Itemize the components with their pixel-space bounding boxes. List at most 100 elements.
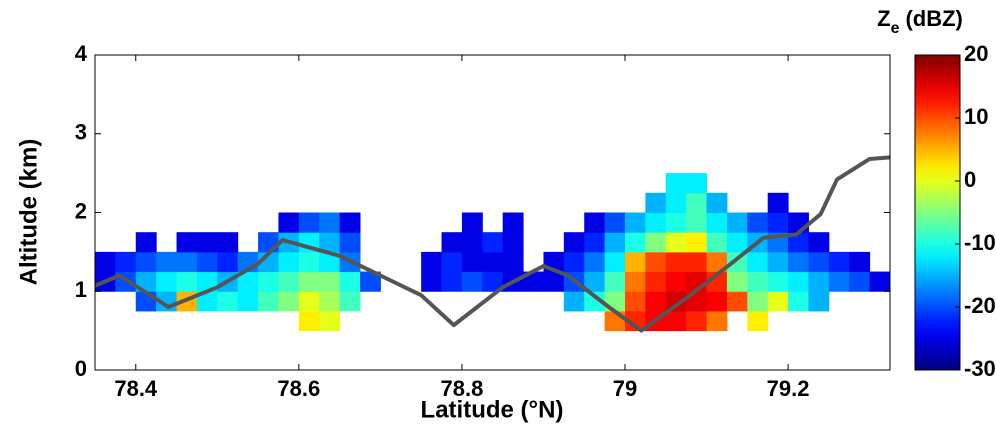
x-tick-label: 78.8 xyxy=(441,376,484,401)
heatmap-cell xyxy=(339,271,361,292)
heatmap-cell xyxy=(278,251,300,273)
colorbar-unit: (dBZ) xyxy=(905,6,962,31)
heatmap-cell xyxy=(665,291,687,312)
x-tick-label: 79 xyxy=(613,376,637,401)
heatmap-cell xyxy=(237,271,259,292)
heatmap-cell xyxy=(298,271,320,292)
heatmap-cell xyxy=(665,232,687,253)
heatmap-cell xyxy=(849,271,871,292)
heatmap-cell xyxy=(706,192,728,213)
colorbar-label-sub: e xyxy=(891,20,900,37)
heatmap-cell xyxy=(584,291,606,312)
heatmap-cell xyxy=(665,251,687,273)
heatmap-cell xyxy=(706,291,728,312)
heatmap-cell xyxy=(808,291,830,312)
heatmap-cell xyxy=(747,251,769,273)
heatmap-cell xyxy=(461,271,483,292)
heatmap-cell xyxy=(543,271,565,292)
heatmap-cell xyxy=(502,232,524,253)
heatmap-cell xyxy=(665,192,687,213)
y-tick-label: 2 xyxy=(75,198,87,223)
heatmap-cell xyxy=(95,251,116,273)
x-tick-label: 78.6 xyxy=(277,376,320,401)
heatmap-cell xyxy=(563,232,585,253)
heatmap-cell xyxy=(788,251,809,273)
heatmap-cell xyxy=(665,212,687,233)
heatmap-cell xyxy=(258,232,279,253)
heatmap-cell xyxy=(706,251,728,273)
colorbar-label-main: Z xyxy=(877,6,890,31)
y-tick-label: 3 xyxy=(75,120,87,145)
heatmap-cell xyxy=(339,212,361,233)
heatmap-cell xyxy=(584,212,606,233)
heatmap-cell xyxy=(686,212,708,233)
heatmap-cell xyxy=(788,291,809,312)
heatmap-cell xyxy=(706,212,728,233)
heatmap-cell xyxy=(278,271,300,292)
heatmap-cell xyxy=(788,212,809,233)
heatmap-cell xyxy=(482,271,504,292)
heatmap-cell xyxy=(726,212,748,233)
heatmap-cell xyxy=(441,232,463,253)
heatmap-cell xyxy=(319,232,341,253)
heatmap-cell xyxy=(726,291,748,312)
x-axis-label: Latitude (°N) xyxy=(421,396,564,423)
heatmap-cell xyxy=(665,310,687,332)
heatmap-cell xyxy=(686,310,708,332)
heatmap-cell xyxy=(767,251,789,273)
heatmap-cell xyxy=(604,271,626,292)
colorbar-tick-label: 10 xyxy=(964,104,988,129)
heatmap-cell xyxy=(421,271,443,292)
heatmap-cell xyxy=(461,212,483,233)
heatmap-cell xyxy=(645,232,667,253)
heatmap-cell xyxy=(665,271,687,292)
heatmap-cell xyxy=(176,271,198,292)
colorbar xyxy=(914,54,961,371)
heatmap-cell xyxy=(237,291,259,312)
heatmap-cell xyxy=(625,212,646,233)
heatmap-cell xyxy=(584,271,606,292)
heatmap-cell xyxy=(828,251,850,273)
heatmap-cell xyxy=(461,232,483,253)
heatmap-cell xyxy=(686,251,708,273)
heatmap-cell xyxy=(767,212,789,233)
heatmap-cell xyxy=(604,251,626,273)
heatmap-cell xyxy=(176,251,198,273)
heatmap-cell xyxy=(319,291,341,312)
heatmap-cell xyxy=(156,251,178,273)
heatmap-cell xyxy=(461,251,483,273)
colorbar-tick-label: -30 xyxy=(964,356,996,381)
heatmap-cell xyxy=(278,212,300,233)
heatmap-cell xyxy=(502,251,524,273)
heatmap-cell xyxy=(156,271,178,292)
heatmap-cell xyxy=(584,232,606,253)
colorbar-label: Ze (dBZ) xyxy=(877,6,963,37)
heatmap-cell xyxy=(502,212,524,233)
heatmap-cell xyxy=(319,212,341,233)
heatmap-cell xyxy=(196,232,218,253)
heatmap-cell xyxy=(441,271,463,292)
heatmap-cell xyxy=(196,291,218,312)
heatmap-cell xyxy=(706,310,728,332)
heatmap-cell xyxy=(258,291,279,312)
heatmap-cell xyxy=(217,232,239,253)
heatmap-cell xyxy=(747,291,769,312)
heatmap-cell xyxy=(604,232,626,253)
heatmap-cell xyxy=(808,232,830,253)
heatmap-cell xyxy=(298,212,320,233)
heatmap-cell xyxy=(319,310,341,332)
heatmap-cell xyxy=(706,232,728,253)
heatmap-cell xyxy=(523,271,544,292)
heatmap-cell xyxy=(645,212,667,233)
colorbar-tick-label: 0 xyxy=(964,167,976,192)
heatmap-cell xyxy=(421,251,443,273)
heatmap-cell xyxy=(135,271,157,292)
colorbar-tick-label: 20 xyxy=(964,41,988,66)
heatmap-cell xyxy=(278,291,300,312)
heatmap-cell xyxy=(135,251,157,273)
heatmap-cell xyxy=(584,251,606,273)
heatmap-cell xyxy=(625,232,646,253)
heatmap-cell xyxy=(625,271,646,292)
colorbar-tick-label: -10 xyxy=(964,230,996,255)
heatmap-cell xyxy=(726,232,748,253)
